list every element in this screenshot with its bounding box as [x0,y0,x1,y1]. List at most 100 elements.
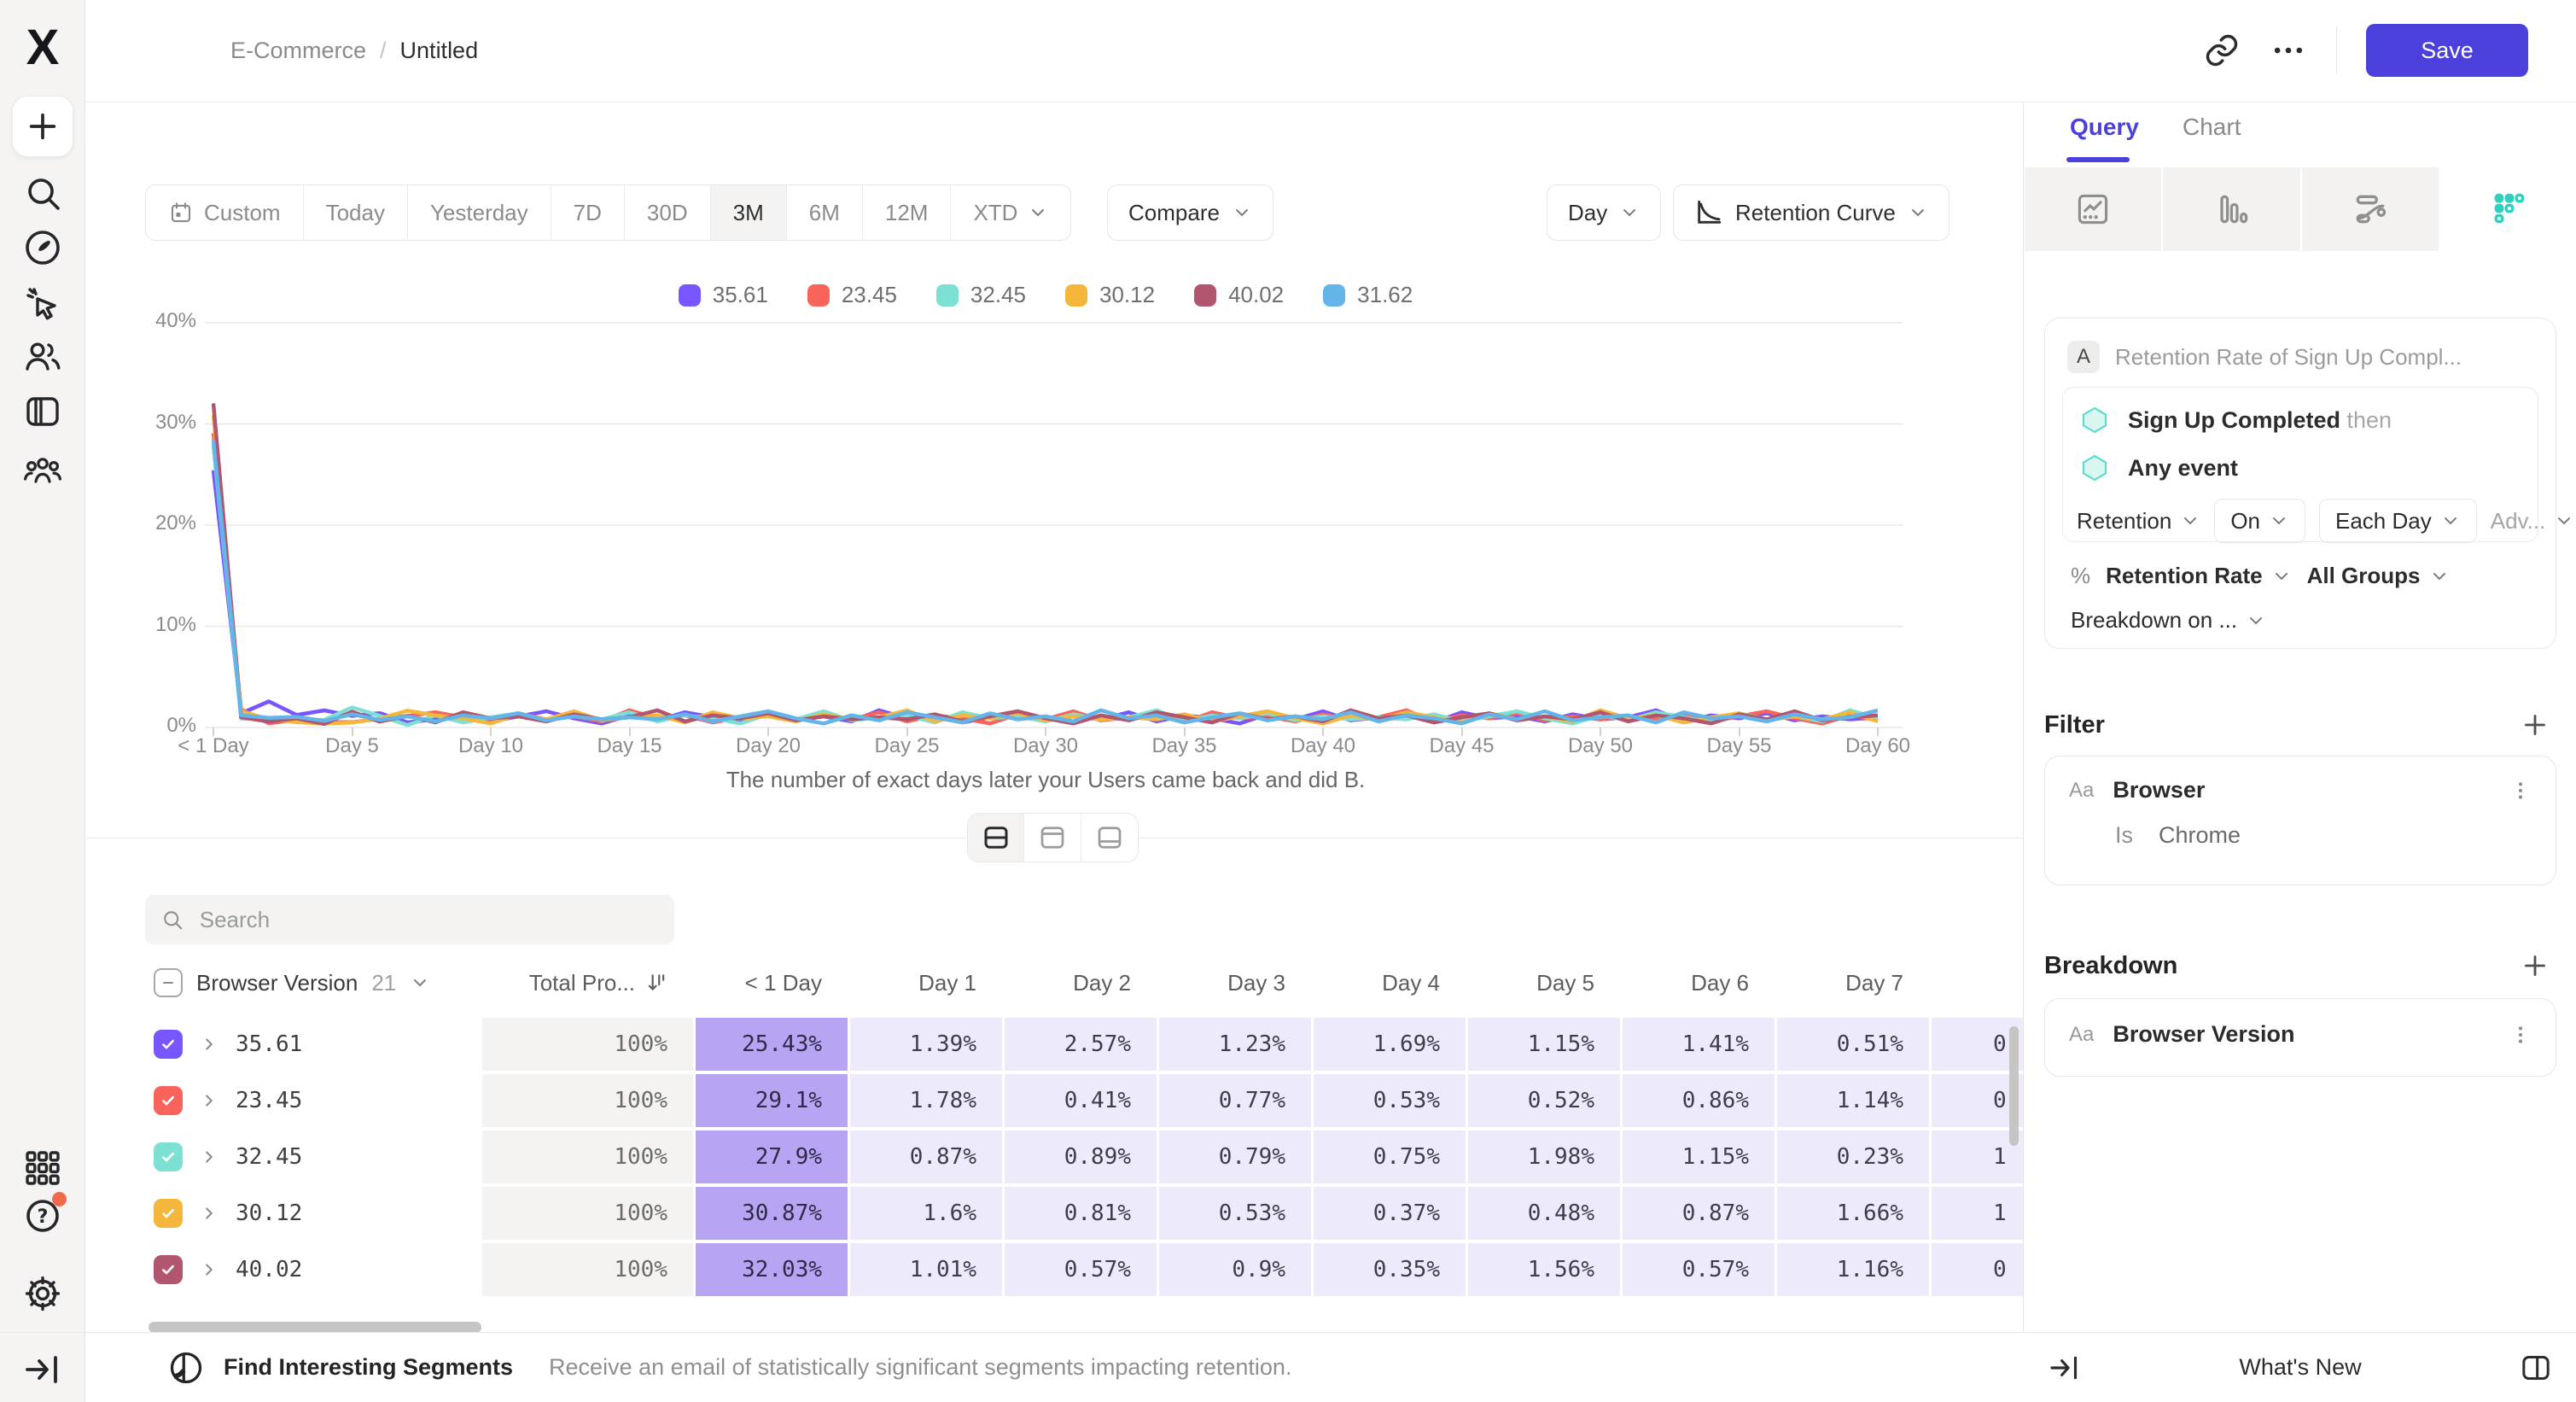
filter-value[interactable]: Chrome [2159,822,2241,848]
query-title[interactable]: Retention Rate of Sign Up Compl... [2115,343,2462,370]
retention-cell[interactable]: 1.69% [1314,1018,1466,1071]
copy-link-button[interactable] [2203,32,2241,69]
retention-cell[interactable]: 0.87% [1623,1187,1775,1240]
search-nav-button[interactable] [22,172,63,213]
breadcrumb-report-title[interactable]: Untitled [399,38,479,63]
date-range-3m[interactable]: 3M [710,185,787,240]
retention-cell[interactable]: 0.41% [1005,1074,1157,1127]
expand-row-icon[interactable] [200,1148,219,1166]
row-checkbox[interactable] [154,1030,183,1059]
breakdown-property-row[interactable]: Aa Browser Version [2045,1021,2556,1048]
breakdown-property[interactable]: Browser Version [2113,1021,2295,1047]
sort-icon[interactable] [645,972,667,994]
retention-cell[interactable]: 0.89% [1005,1130,1157,1183]
collapse-panel-button[interactable] [2048,1351,2082,1385]
expand-row-icon[interactable] [200,1091,219,1110]
legend-item-30.12[interactable]: 30.12 [1065,282,1155,308]
date-range-today[interactable]: Today [304,185,408,240]
retention-cell[interactable]: 1.98% [1468,1130,1620,1183]
interval-dropdown[interactable]: Each Day [2319,499,2477,543]
retention-cell[interactable]: 0.48% [1468,1187,1620,1240]
retention-cell[interactable]: 29.1% [696,1074,848,1127]
save-button[interactable]: Save [2366,24,2528,77]
legend-item-40.02[interactable]: 40.02 [1194,282,1284,308]
expand-row-icon[interactable] [200,1260,219,1279]
retention-cell[interactable]: 0.51% [1777,1018,1929,1071]
retention-cell[interactable]: 0.53% [1314,1074,1466,1127]
retention-cell[interactable]: 0.87% [850,1130,1002,1183]
retention-cell[interactable]: 0.57% [1623,1243,1775,1296]
retention-cell[interactable]: 1.56% [1468,1243,1620,1296]
retention-cell[interactable]: 1.39% [850,1018,1002,1071]
date-range-12m[interactable]: 12M [863,185,952,240]
retention-cell[interactable]: 1.01% [850,1243,1002,1296]
filter-condition-row[interactable]: Is Chrome [2045,822,2556,849]
row-checkbox[interactable] [154,1199,183,1228]
retention-cell[interactable]: 0.86% [1623,1074,1775,1127]
tab-chart[interactable]: Chart [2183,114,2241,140]
users-nav-button[interactable] [22,335,63,376]
retention-cell[interactable]: 0.57% [1005,1243,1157,1296]
layout-chart-top-button[interactable] [1024,814,1081,862]
row-checkbox[interactable] [154,1255,183,1284]
compare-button[interactable]: Compare [1107,184,1273,241]
second-event-row[interactable]: Any event [2063,444,2538,492]
filter-property-row[interactable]: Aa Browser [2045,777,2556,803]
retention-cell[interactable]: 1.66% [1777,1187,1929,1240]
retention-cell[interactable]: 32.03% [696,1243,848,1296]
expand-row-icon[interactable] [200,1204,219,1223]
tab-query[interactable]: Query [2070,114,2139,140]
retention-cell[interactable]: 1.16% [1777,1243,1929,1296]
funnels-report-button[interactable] [2163,167,2302,251]
kebab-menu-icon[interactable] [2509,1024,2532,1046]
flows-report-button[interactable] [2301,167,2440,251]
breakdown-on-dropdown[interactable]: Breakdown on ... [2071,607,2266,634]
groups-dropdown[interactable]: All Groups [2307,563,2450,589]
date-range-30d[interactable]: 30D [625,185,711,240]
series-line-40.02[interactable] [211,403,1879,727]
retention-cell[interactable]: 25.43% [696,1018,848,1071]
retention-cell[interactable]: 2.57% [1005,1018,1157,1071]
retention-chart[interactable] [205,314,1903,734]
series-line-23.45[interactable] [211,432,1879,726]
create-new-button[interactable] [12,96,73,157]
retention-cell[interactable]: 0.35% [1314,1243,1466,1296]
advanced-dropdown[interactable]: Adv... [2491,508,2575,535]
retention-cell[interactable]: 0.77% [1159,1074,1311,1127]
whats-new-link[interactable]: What's New [2239,1354,2362,1380]
cohorts-nav-button[interactable] [22,449,63,490]
day-column-header[interactable]: < 1 Day [744,969,822,996]
series-line-31.62[interactable] [211,440,1879,726]
retention-cell-clipped[interactable]: 1 [1932,1187,2023,1240]
retention-report-button[interactable] [2439,167,2576,251]
filter-operator[interactable]: Is [2115,822,2134,848]
add-breakdown-button[interactable] [2520,950,2550,981]
row-checkbox[interactable] [154,1142,183,1171]
first-event-name[interactable]: Sign Up Completed [2128,406,2340,433]
retention-cell-clipped[interactable]: 0 [1932,1018,2023,1071]
retention-cell[interactable]: 1.23% [1159,1018,1311,1071]
total-cell[interactable]: 100% [482,1187,693,1240]
total-column-header[interactable]: Total Pro... [528,969,635,996]
retention-cell[interactable]: 1.78% [850,1074,1002,1127]
retention-cell[interactable]: 1.6% [850,1187,1002,1240]
retention-cell[interactable]: 0.53% [1159,1187,1311,1240]
total-cell[interactable]: 100% [482,1074,693,1127]
group-column-header[interactable]: Browser Version [196,969,358,996]
day-column-header[interactable]: Day 5 [1536,969,1594,996]
granularity-dropdown[interactable]: Day [1547,184,1662,241]
day-column-header[interactable]: Day 4 [1382,969,1440,996]
total-cell[interactable]: 100% [482,1243,693,1296]
retention-cell-clipped[interactable]: 0 [1932,1074,2023,1127]
retention-cell[interactable]: 0.81% [1005,1187,1157,1240]
discover-nav-button[interactable] [22,227,63,268]
retention-cell[interactable]: 0.79% [1159,1130,1311,1183]
retention-cell[interactable]: 0.75% [1314,1130,1466,1183]
select-all-checkbox[interactable] [154,968,183,997]
retention-cell[interactable]: 1.15% [1468,1018,1620,1071]
legend-item-23.45[interactable]: 23.45 [807,282,897,308]
row-checkbox[interactable] [154,1086,183,1115]
date-range-7d[interactable]: 7D [551,185,625,240]
retention-type-dropdown[interactable]: Retention [2077,508,2200,535]
events-nav-button[interactable] [22,283,63,324]
